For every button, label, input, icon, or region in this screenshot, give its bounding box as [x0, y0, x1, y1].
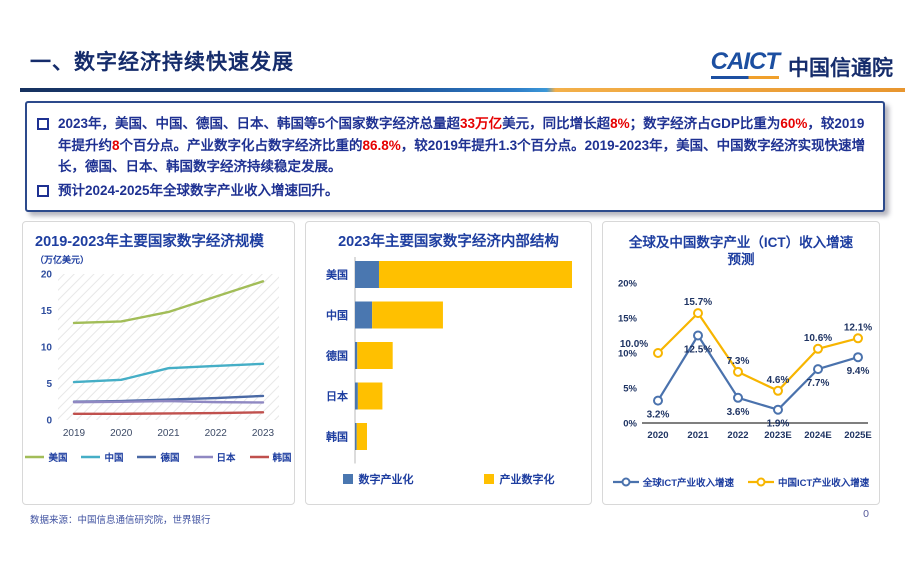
chart-legend: 全球ICT产业收入增速 中国ICT产业收入增速 — [603, 475, 879, 489]
svg-text:美国: 美国 — [326, 268, 348, 282]
legend-label: 中国ICT产业收入增速 — [778, 477, 870, 489]
legend-line-marker-swatch — [748, 477, 774, 487]
legend-item: 中国 — [81, 450, 123, 464]
svg-text:15.7%: 15.7% — [684, 297, 712, 308]
caict-logo-text: CAICT — [710, 48, 780, 75]
svg-text:5: 5 — [46, 379, 52, 390]
chart-unit-label: （万亿美元） — [35, 255, 90, 266]
legend-item: 全球ICT产业收入增速 — [612, 475, 734, 489]
line-chart-ict-growth: 0% 5% 10% 15% 20% 2020 2021 2022 2023E 2024E 2025E… — [618, 278, 872, 441]
caict-logo: CAICT 中国信通院 — [710, 48, 893, 80]
legend-square-swatch — [483, 474, 494, 485]
page-number: 0 — [863, 508, 869, 520]
legend-line-swatch — [193, 455, 213, 459]
svg-text:4.6%: 4.6% — [767, 375, 790, 386]
legend-label: 德国 — [160, 453, 180, 465]
legend-label: 中国 — [104, 453, 124, 465]
legend-item: 美国 — [25, 450, 67, 464]
legend-item: 中国ICT产业收入增速 — [748, 475, 869, 489]
legend-label: 产业数字化 — [499, 474, 555, 487]
legend-label: 数字产业化 — [358, 474, 414, 487]
svg-text:15: 15 — [41, 306, 53, 317]
bullet-item: 预计2024-2025年全球数字产业收入增速回升。 — [37, 180, 871, 202]
legend-label: 全球ICT产业收入增速 — [642, 477, 734, 489]
svg-text:韩国: 韩国 — [326, 430, 348, 444]
svg-text:12.1%: 12.1% — [844, 322, 872, 333]
legend-line-marker-swatch — [612, 477, 639, 487]
svg-text:3.6%: 3.6% — [727, 407, 750, 418]
line-chart-economy-scale: 20 15 10 5 0 2019 2020 2021 2022 2023 — [41, 270, 279, 439]
caict-logo-cn: 中国信通院 — [788, 57, 893, 80]
legend-square-swatch — [342, 474, 353, 485]
bullet-text: 预计2024-2025年全球数字产业收入增速回升。 — [58, 182, 339, 198]
svg-text:15%: 15% — [618, 313, 638, 324]
legend-label: 韩国 — [272, 453, 292, 465]
svg-text:20%: 20% — [618, 278, 638, 289]
svg-text:20: 20 — [41, 270, 53, 281]
legend-line-swatch — [25, 455, 45, 459]
svg-text:2025E: 2025E — [844, 430, 871, 441]
svg-text:1.9%: 1.9% — [767, 418, 790, 429]
svg-text:0: 0 — [46, 416, 52, 427]
legend-line-swatch — [249, 455, 269, 459]
svg-text:2023E: 2023E — [764, 430, 791, 441]
legend-line-swatch — [81, 455, 101, 459]
header-divider — [20, 88, 905, 92]
page-title: 一、数字经济持续快速发展 — [30, 51, 294, 74]
bullet-square-icon — [37, 184, 49, 197]
svg-text:5%: 5% — [623, 383, 637, 394]
chart-title: 2019-2023年主要国家数字经济规模 — [35, 234, 264, 250]
legend-label: 美国 — [48, 453, 68, 465]
bullet-list: 2023年，美国、中国、德国、日本、韩国等5个国家数字经济总量超33万亿美元，同… — [37, 113, 871, 201]
data-source-note: 数据来源：中国信息通信研究院，世界银行 — [30, 515, 211, 526]
bullet-square-icon — [37, 118, 49, 130]
legend-label: 日本 — [216, 453, 236, 465]
bullet-text: 2023年，美国、中国、德国、日本、韩国等5个国家数字经济总量超33万亿美元，同… — [58, 116, 866, 175]
svg-text:12.5%: 12.5% — [684, 344, 712, 355]
svg-text:2020: 2020 — [110, 428, 133, 439]
svg-text:日本: 日本 — [326, 389, 348, 403]
svg-text:德国: 德国 — [325, 349, 348, 363]
svg-text:10: 10 — [41, 343, 53, 354]
svg-text:7.7%: 7.7% — [807, 378, 830, 389]
svg-text:2022: 2022 — [205, 428, 228, 439]
legend-item: 韩国 — [249, 450, 292, 465]
legend-item: 数字产业化 — [342, 471, 414, 487]
svg-text:2023: 2023 — [252, 428, 275, 439]
caict-logo-mark: CAICT — [710, 48, 780, 79]
svg-text:10%: 10% — [618, 348, 638, 359]
svg-text:2022: 2022 — [727, 430, 748, 441]
svg-text:10.6%: 10.6% — [804, 333, 832, 344]
svg-text:3.2%: 3.2% — [647, 409, 670, 420]
legend-line-swatch — [137, 455, 157, 459]
svg-text:7.3%: 7.3% — [727, 356, 750, 367]
summary-textbox: 2023年，美国、中国、德国、日本、韩国等5个国家数字经济总量超33万亿美元，同… — [25, 101, 885, 213]
chart-title: 全球及中国数字产业（ICT）收入增速预测 — [628, 235, 854, 267]
chart-panel-internal-structure: 2023年主要国家数字经济内部结构 美国中国德国日本韩国 数字产业化 产业数字化 — [305, 221, 592, 505]
legend-item: 产业数字化 — [483, 471, 555, 487]
svg-text:2021: 2021 — [157, 428, 180, 439]
chart-panel-economy-scale: 2019-2023年主要国家数字经济规模 （万亿美元） 20 15 10 5 0 2019… — [22, 221, 295, 505]
svg-text:2021: 2021 — [687, 430, 709, 441]
svg-text:10.0%: 10.0% — [620, 339, 648, 350]
chart-legend: 美国 中国 德国 日本 韩国 — [23, 450, 294, 464]
svg-text:2024E: 2024E — [804, 430, 831, 441]
chart-title: 2023年主要国家数字经济内部结构 — [338, 234, 559, 250]
bullet-item: 2023年，美国、中国、德国、日本、韩国等5个国家数字经济总量超33万亿美元，同… — [37, 113, 871, 178]
svg-text:0%: 0% — [623, 418, 637, 429]
chart-legend: 数字产业化 产业数字化 — [306, 471, 591, 487]
svg-text:2019: 2019 — [63, 428, 86, 439]
legend-item: 日本 — [193, 450, 236, 465]
caict-logo-underline — [710, 76, 779, 79]
legend-item: 德国 — [137, 450, 180, 465]
svg-text:2020: 2020 — [647, 430, 668, 441]
svg-text:9.4%: 9.4% — [847, 366, 870, 377]
svg-text:中国: 中国 — [326, 308, 348, 322]
chart-panel-ict-growth-forecast: 全球及中国数字产业（ICT）收入增速预测 0% 5% 10% 15% 20% 2020 20… — [602, 221, 880, 505]
